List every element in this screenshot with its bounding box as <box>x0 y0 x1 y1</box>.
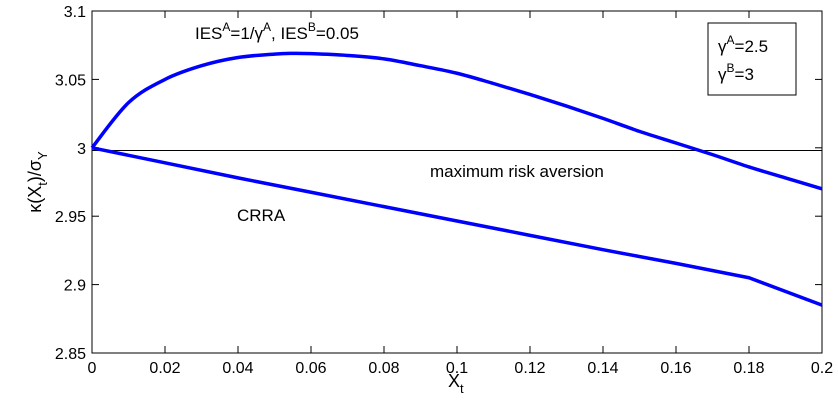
y-tick-label: 3.05 <box>55 72 86 89</box>
legend: γA=2.5 γB=3 <box>707 22 797 96</box>
legend-gamma-a: γA=2.5 <box>718 33 768 56</box>
y-axis-ticks: 2.85 2.9 2.95 3 3.05 3.1 <box>55 4 822 363</box>
legend-gamma-a-sup: A <box>727 33 735 47</box>
x-axis-label: Xt <box>448 371 464 396</box>
x-tick-label: 0 <box>88 360 97 377</box>
x-tick-label: 0.16 <box>660 360 691 377</box>
x-tick-label: 0.04 <box>222 360 253 377</box>
annotation-crra: CRRA <box>237 206 286 225</box>
y-tick-label: 2.95 <box>55 209 86 226</box>
legend-gamma-b-rest: =3 <box>735 65 754 84</box>
x-tick-label: 0.14 <box>587 360 618 377</box>
annotation-maximum-risk-aversion: maximum risk aversion <box>430 162 604 181</box>
annotation-ies-part2: =1/γ <box>230 24 263 43</box>
x-axis-ticks: 0 0.02 0.04 0.06 0.08 0.1 0.12 0.14 0.16 0.18 0.2 <box>88 11 833 377</box>
y-axis-label-part1: κ(X <box>25 186 45 213</box>
x-tick-label: 0.02 <box>149 360 180 377</box>
y-axis-label: κ(Xt)/σY <box>25 151 50 213</box>
x-axis-label-main: X <box>448 371 460 391</box>
x-tick-label: 0.1 <box>446 360 468 377</box>
legend-gamma-b-base: γ <box>718 65 727 84</box>
legend-gamma-b: γB=3 <box>718 61 754 84</box>
y-tick-label: 2.85 <box>55 346 86 363</box>
y-axis-label-sub1: t <box>35 182 50 186</box>
series-line-crra <box>91 146 823 307</box>
annotation-ies-part3: , IES <box>271 24 308 43</box>
x-tick-label: 0.18 <box>733 360 764 377</box>
legend-box <box>707 22 797 96</box>
y-tick-label: 3.1 <box>64 4 86 21</box>
y-tick-label: 3 <box>77 141 86 158</box>
annotation-ies: IESA=1/γA, IESB=0.05 <box>195 20 359 43</box>
legend-gamma-a-base: γ <box>718 37 727 56</box>
annotation-ies-part1: IES <box>195 24 222 43</box>
legend-gamma-b-sup: B <box>727 61 735 75</box>
annotation-ies-part4: =0.05 <box>316 24 359 43</box>
y-tick-label: 2.9 <box>64 278 86 295</box>
series-line-ies <box>90 51 823 191</box>
x-tick-label: 0.08 <box>368 360 399 377</box>
annotation-ies-sup2: A <box>263 20 271 34</box>
legend-gamma-a-rest: =2.5 <box>735 37 769 56</box>
x-tick-label: 0.2 <box>811 360 833 377</box>
x-tick-label: 0.12 <box>514 360 545 377</box>
y-axis-label-sub2: Y <box>35 151 50 160</box>
x-tick-label: 0.06 <box>295 360 326 377</box>
annotation-ies-sup1: A <box>222 20 230 34</box>
y-axis-label-part2: )/σ <box>25 160 45 182</box>
x-axis-label-sub: t <box>460 381 464 396</box>
annotation-ies-sup3: B <box>308 20 316 34</box>
